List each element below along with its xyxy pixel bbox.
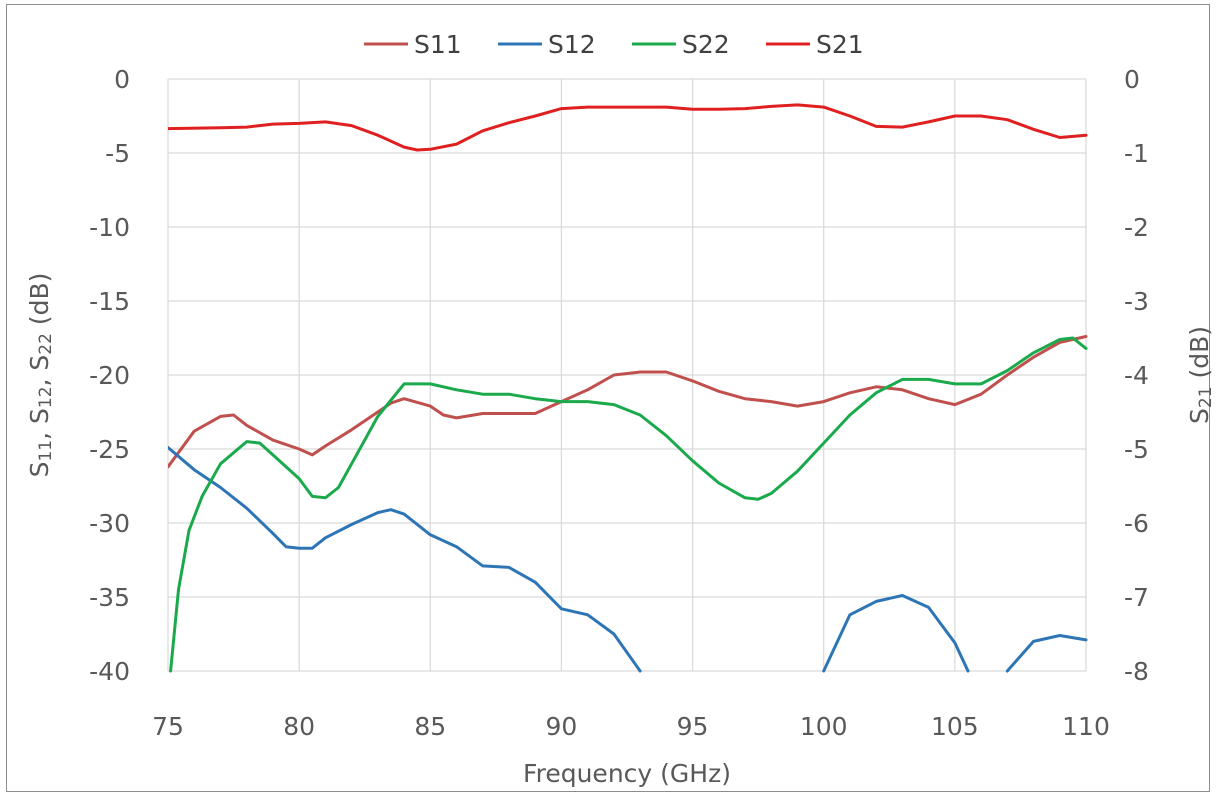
legend-label-s12: S12 — [548, 30, 596, 59]
axis-title-part: (dB) — [25, 273, 54, 333]
axis-title-subscript: 12 — [36, 386, 56, 408]
y-right-tick-label: -3 — [1124, 287, 1149, 316]
series-line-s22 — [169, 336, 1088, 673]
y-right-tick-label: -5 — [1124, 435, 1149, 464]
legend-label-s22: S22 — [682, 30, 730, 59]
x-tick-label: 105 — [931, 712, 979, 741]
axis-title-subscript: 22 — [36, 333, 56, 355]
axis-title-subscript: 21 — [1196, 386, 1216, 408]
x-tick-label: 100 — [800, 712, 848, 741]
y-left-tick-label: -10 — [89, 213, 130, 242]
y-right-tick-label: -4 — [1124, 361, 1149, 390]
y-left-tick-label: -25 — [89, 435, 130, 464]
y-right-tick-label: -1 — [1124, 139, 1149, 168]
y-right-tick-label: -8 — [1124, 657, 1149, 686]
y-left-tick-label: 0 — [114, 65, 130, 94]
series-line-s11 — [168, 335, 1088, 469]
y-left-tick-label: -20 — [89, 361, 130, 390]
y-left-axis-title: S11, S12, S22 (dB) — [25, 273, 56, 478]
y-right-tick-label: 0 — [1124, 65, 1140, 94]
series-line-s12 — [822, 594, 970, 673]
y-right-tick-label: -6 — [1124, 509, 1149, 538]
series-line-s21 — [168, 103, 1088, 152]
x-tick-label: 85 — [414, 712, 446, 741]
y-right-tick-label: -7 — [1124, 583, 1149, 612]
x-tick-label: 75 — [152, 712, 184, 741]
series-line-s12 — [1005, 634, 1088, 673]
axis-title-part: , S — [25, 355, 54, 387]
axis-title-part: (dB) — [1185, 326, 1214, 386]
x-tick-label: 90 — [546, 712, 578, 741]
y-left-tick-label: -5 — [105, 139, 130, 168]
x-tick-label: 80 — [283, 712, 315, 741]
axis-title-subscript: 11 — [36, 440, 56, 462]
y-left-tick-label: -40 — [89, 657, 130, 686]
x-tick-label: 95 — [677, 712, 709, 741]
legend-label-s11: S11 — [414, 30, 462, 59]
y-left-tick-label: -35 — [89, 583, 130, 612]
x-axis-title: Frequency (GHz) — [523, 759, 731, 788]
y-left-tick-label: -30 — [89, 509, 130, 538]
series-line-s12 — [168, 446, 642, 673]
axis-title-part: , S — [25, 408, 54, 440]
legend-label-s21: S21 — [816, 30, 864, 59]
x-tick-label: 110 — [1062, 712, 1110, 741]
chart-frame — [6, 4, 1210, 792]
axis-title-part: S — [25, 462, 54, 478]
y-right-tick-label: -2 — [1124, 213, 1149, 242]
axis-title-part: S — [1185, 408, 1214, 424]
y-left-tick-label: -15 — [89, 287, 130, 316]
y-right-axis-title: S21 (dB) — [1185, 326, 1216, 424]
